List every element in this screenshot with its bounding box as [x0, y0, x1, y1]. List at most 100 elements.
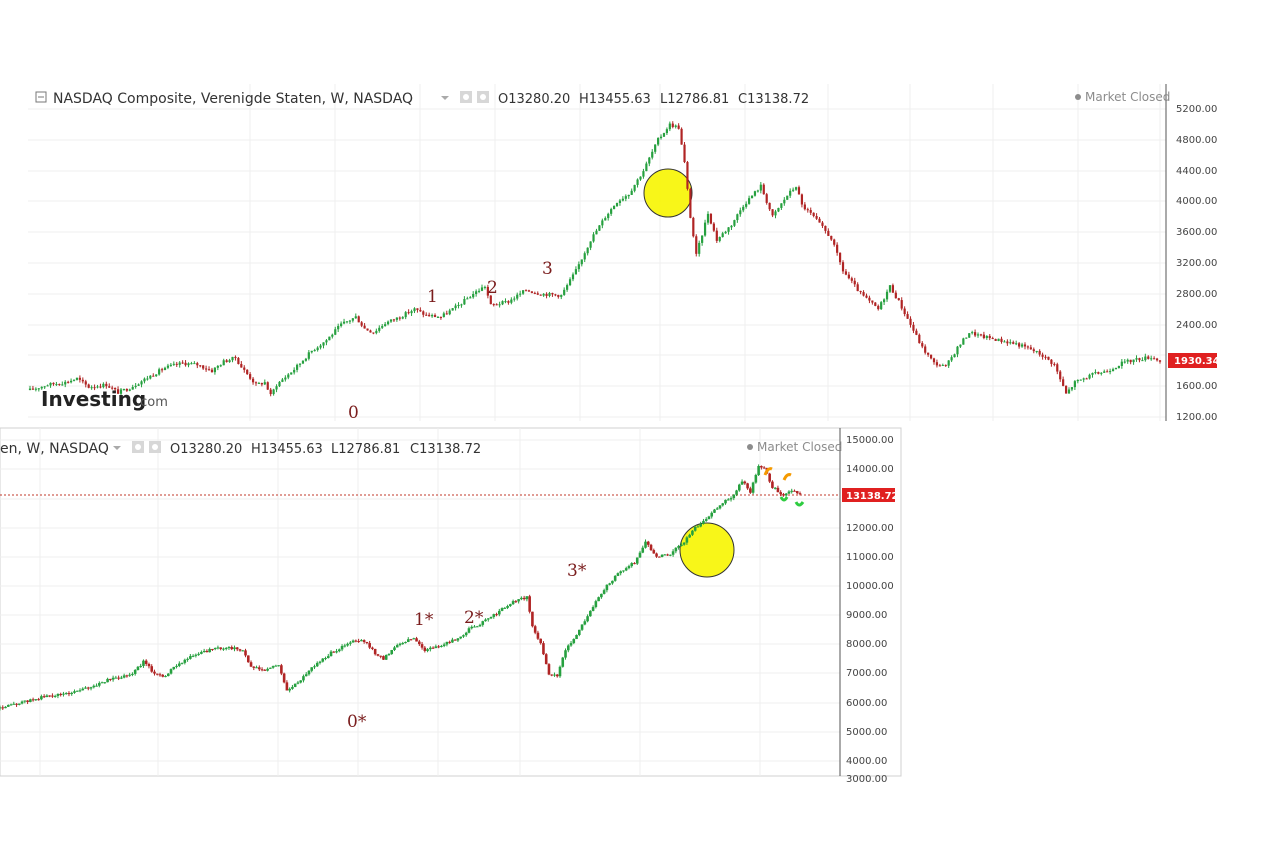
top-candle [838, 252, 842, 263]
top-candle [492, 304, 495, 306]
bottom-candle [423, 647, 427, 651]
top-candle [131, 387, 134, 390]
top-candle [560, 294, 563, 297]
top-candle [709, 213, 713, 224]
top-chart: 5200.00 4800.00 4400.00 4000.00 3600.00 … [28, 84, 1220, 423]
bottom-candle [106, 678, 109, 683]
top-candle [759, 184, 762, 191]
top-candle [1009, 342, 1012, 344]
bottom-chart-title: en, W, NASDAQ [0, 441, 109, 457]
top-candle [871, 300, 874, 303]
top-candle [386, 321, 390, 325]
bottom-candle [740, 481, 744, 485]
top-candle [249, 374, 252, 379]
bottom-candle [536, 632, 540, 639]
top-candle [621, 198, 624, 201]
top-candle [1103, 371, 1106, 373]
top-tick-4000: 4000.00 [1176, 196, 1217, 207]
bottom-candle [37, 699, 40, 701]
top-candle [108, 386, 111, 388]
bottom-candle [73, 691, 76, 693]
bottom-candle [478, 624, 482, 627]
bottom-candle [368, 643, 371, 648]
top-candle [257, 382, 261, 384]
top-candle [489, 295, 492, 305]
bottom-candle [255, 667, 258, 669]
collapse-icon[interactable] [35, 91, 47, 103]
top-candle [372, 332, 375, 334]
top-candle [657, 138, 660, 145]
bottom-candle [338, 649, 341, 652]
symbol-dropdown-icon[interactable] [441, 96, 449, 100]
top-candle [765, 194, 768, 203]
top-candle [102, 383, 105, 388]
top-candle [149, 375, 152, 379]
bottom-candle [155, 673, 159, 675]
bottom-candle [467, 628, 471, 633]
top-candle [1158, 360, 1162, 362]
bottom-candle [569, 643, 573, 646]
bottom-candle [696, 526, 700, 528]
bottom-candle [426, 649, 429, 651]
bottom-candle [373, 648, 377, 655]
bottom-symbol-dropdown-icon[interactable] [113, 446, 121, 450]
top-candle [304, 358, 307, 361]
top-candle [991, 338, 994, 340]
bottom-candle [473, 626, 476, 628]
top-candle [797, 187, 801, 195]
bottom-candle [431, 647, 435, 649]
bottom-candle [555, 674, 559, 677]
bot-tick-3000: 3000.00 [846, 774, 887, 785]
top-plot-area [28, 84, 1166, 421]
top-candle [325, 340, 328, 343]
bottom-candle [376, 654, 380, 656]
green-bottom-mark-2 [794, 501, 805, 507]
top-candle [610, 209, 613, 214]
top-candle [973, 332, 977, 336]
bottom-candle [611, 580, 614, 584]
orange-top-mark-2 [782, 473, 792, 481]
bottom-candle [724, 499, 727, 504]
bottom-candle [277, 665, 280, 667]
top-candle [780, 203, 783, 208]
bottom-candle [122, 675, 126, 678]
bottom-last-price: 13138.72 [846, 491, 899, 502]
bottom-candle [235, 647, 239, 650]
bottom-candle [793, 490, 796, 492]
bottom-candle [29, 699, 32, 703]
top-candle [836, 244, 839, 253]
bottom-candle [224, 648, 228, 650]
top-candle [1153, 358, 1156, 360]
bottom-candle [291, 686, 294, 689]
bottom-candle [222, 648, 225, 650]
top-candle [844, 271, 848, 275]
top-header: NASDAQ Composite, Verenigde Staten, W, N… [35, 90, 1170, 107]
top-candle [501, 301, 504, 305]
top-candle [683, 144, 686, 163]
bottom-candle [699, 523, 702, 527]
bottom-candle [51, 695, 54, 697]
top-candle [712, 223, 715, 231]
bottom-candle [56, 693, 60, 696]
top-candle [935, 362, 939, 366]
bottom-candle [638, 552, 642, 558]
top-candle [747, 198, 751, 204]
bottom-candle [238, 649, 242, 651]
bottom-candle [371, 647, 374, 649]
bottom-candle [608, 583, 611, 585]
top-candle [615, 202, 619, 206]
bottom-candle [498, 610, 501, 615]
top-candle [1094, 372, 1097, 374]
top-candle [563, 289, 566, 295]
top-candle [213, 367, 217, 373]
top-candle [909, 318, 912, 325]
top-candle [357, 316, 360, 323]
bottom-candle [329, 651, 333, 657]
top-candle [231, 356, 234, 361]
top-candle [428, 314, 431, 317]
bottom-low: L12786.81 [331, 442, 400, 457]
bottom-candle [332, 651, 336, 653]
top-candle [862, 292, 865, 296]
top-candle [1020, 344, 1024, 347]
top-candle [566, 285, 569, 290]
